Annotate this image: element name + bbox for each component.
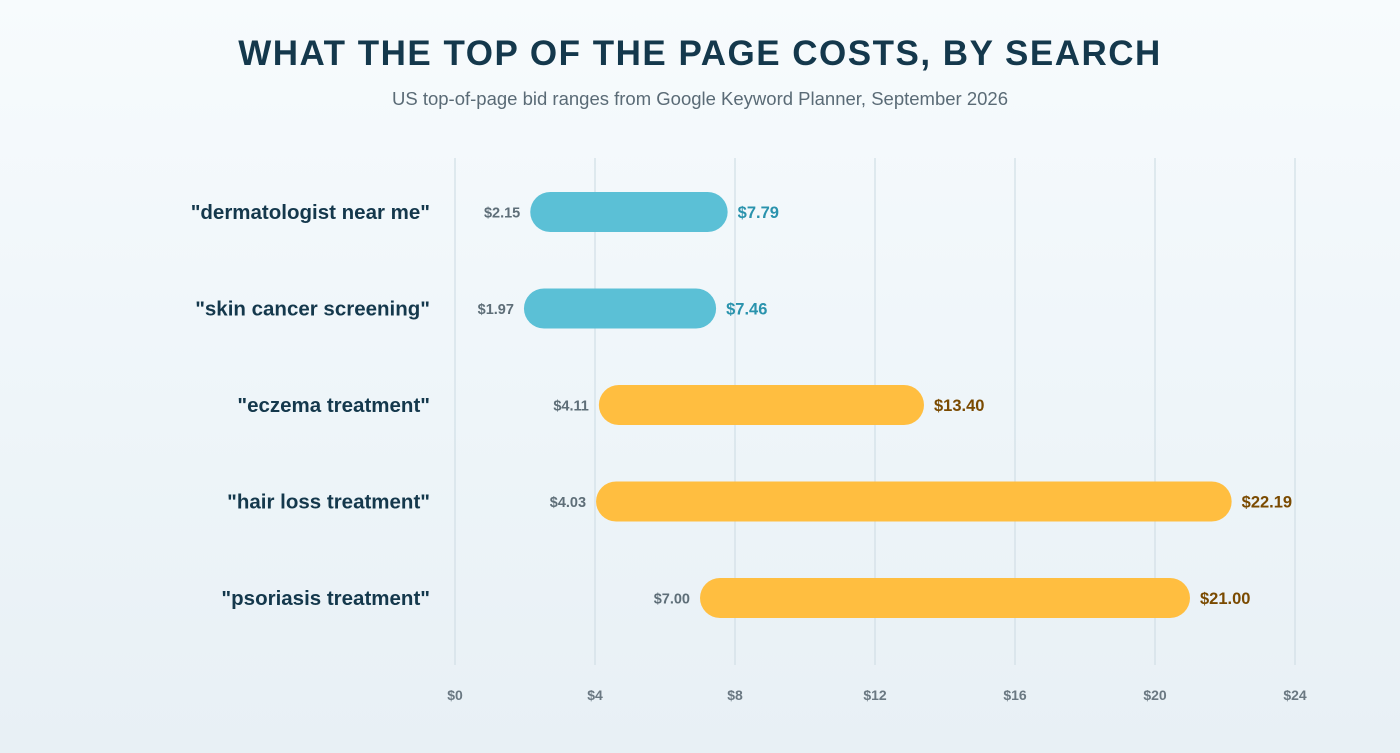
x-tick-label: $20	[1143, 687, 1167, 703]
x-tick-label: $12	[863, 687, 887, 703]
x-tick-label: $8	[727, 687, 743, 703]
high-value-label: $7.46	[726, 301, 767, 319]
range-bar	[598, 385, 924, 425]
chart-subtitle: US top-of-page bid ranges from Google Ke…	[391, 88, 1008, 109]
category-label: "hair loss treatment"	[227, 491, 430, 514]
range-bar	[596, 481, 1232, 522]
x-tick-label: $16	[1003, 687, 1027, 703]
x-axis-ticks: $0 $4 $8 $12 $16 $20 $24	[447, 687, 1307, 703]
high-value-label: $13.40	[934, 397, 984, 415]
category-label: "dermatologist near me"	[191, 201, 430, 224]
x-tick-label: $4	[587, 687, 603, 703]
category-label: "eczema treatment"	[237, 394, 430, 417]
category-label: "skin cancer screening"	[195, 298, 430, 321]
range-row: "psoriasis treatment" $7.00 $21.00	[221, 578, 1250, 618]
high-value-label: $21.00	[1200, 590, 1250, 608]
low-value-label: $4.11	[553, 399, 589, 415]
range-bar	[523, 288, 717, 329]
low-value-label: $1.97	[478, 302, 514, 318]
x-tick-label: $24	[1283, 687, 1307, 703]
x-tick-label: $0	[447, 687, 463, 703]
range-row: "hair loss treatment" $4.03 $22.19	[227, 481, 1292, 522]
chart-title: WHAT THE TOP OF THE PAGE COSTS, BY SEARC…	[238, 34, 1162, 73]
range-bar	[530, 192, 728, 232]
low-value-label: $7.00	[654, 592, 690, 608]
low-value-label: $4.03	[550, 495, 586, 511]
range-row: "skin cancer screening" $1.97 $7.46	[195, 288, 767, 329]
high-value-label: $7.79	[738, 204, 779, 222]
low-value-label: $2.15	[484, 206, 520, 222]
range-bar	[700, 578, 1190, 618]
range-row: "dermatologist near me" $2.15 $7.79	[191, 192, 779, 232]
high-value-label: $22.19	[1242, 494, 1292, 512]
range-row: "eczema treatment" $4.11 $13.40	[237, 385, 984, 425]
category-label: "psoriasis treatment"	[221, 587, 430, 610]
